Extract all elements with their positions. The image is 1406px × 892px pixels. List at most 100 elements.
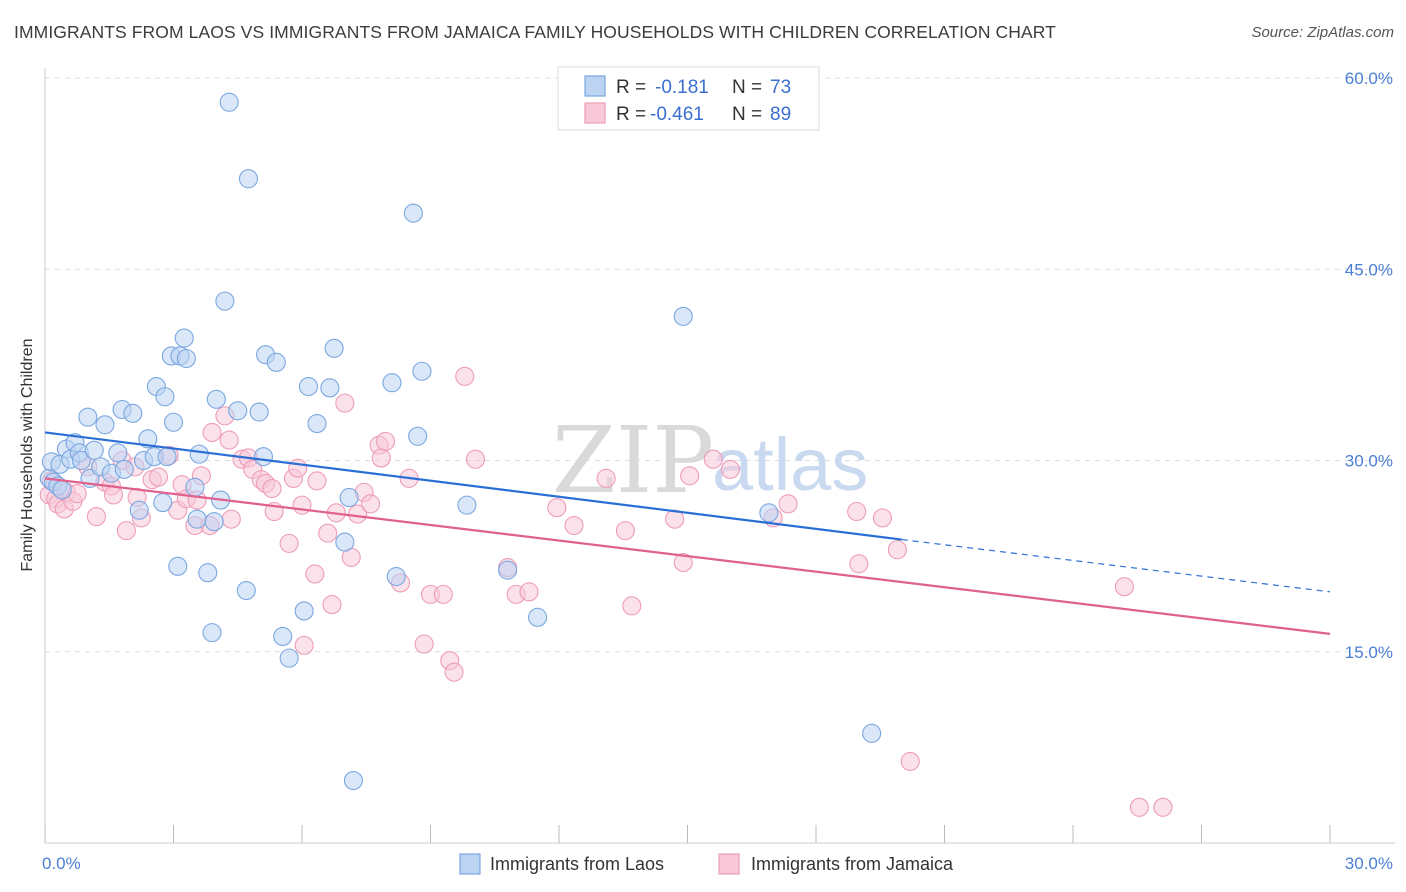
point-laos bbox=[185, 477, 205, 497]
y-tick-label: 30.0% bbox=[1345, 452, 1393, 471]
point-laos bbox=[187, 509, 207, 529]
point-jamaica bbox=[1153, 797, 1173, 817]
bottom-legend-label-laos: Immigrants from Laos bbox=[490, 854, 664, 874]
point-jamaica bbox=[335, 393, 355, 413]
legend-n-value-jamaica: 89 bbox=[770, 104, 791, 125]
point-laos bbox=[168, 556, 188, 576]
legend-n-label-jamaica: N = bbox=[732, 104, 762, 125]
point-laos bbox=[339, 487, 359, 508]
gridlines bbox=[45, 77, 1395, 653]
point-laos bbox=[176, 348, 196, 369]
point-jamaica bbox=[547, 498, 567, 518]
trendline-laos-extension bbox=[901, 538, 1331, 593]
point-laos bbox=[228, 401, 248, 421]
point-laos bbox=[862, 723, 882, 743]
y-tick-label: 45.0% bbox=[1345, 260, 1393, 279]
point-jamaica bbox=[703, 449, 723, 469]
point-laos bbox=[108, 443, 128, 463]
chart-title: IMMIGRANTS FROM LAOS VS IMMIGRANTS FROM … bbox=[14, 22, 1056, 42]
point-laos bbox=[294, 601, 314, 621]
point-laos bbox=[273, 626, 293, 647]
point-laos bbox=[253, 447, 274, 467]
point-jamaica bbox=[414, 634, 434, 654]
point-laos bbox=[759, 503, 779, 523]
x-tick-label: 30.0% bbox=[1345, 854, 1393, 873]
point-laos bbox=[198, 563, 218, 583]
point-laos bbox=[155, 387, 175, 407]
point-jamaica bbox=[622, 596, 642, 616]
point-jamaica bbox=[680, 466, 700, 486]
point-laos bbox=[412, 361, 432, 381]
series-laos-points bbox=[39, 92, 882, 791]
point-laos bbox=[163, 412, 184, 432]
point-laos bbox=[238, 169, 259, 189]
point-jamaica bbox=[596, 468, 616, 488]
point-laos bbox=[52, 480, 72, 500]
point-laos bbox=[95, 415, 115, 435]
point-jamaica bbox=[148, 467, 169, 487]
point-laos bbox=[189, 444, 209, 464]
point-laos bbox=[138, 429, 158, 449]
point-jamaica bbox=[872, 508, 892, 528]
point-jamaica bbox=[778, 494, 798, 514]
point-jamaica bbox=[307, 471, 327, 491]
point-jamaica bbox=[371, 448, 391, 468]
x-tick-label: 0.0% bbox=[42, 854, 81, 873]
point-laos bbox=[382, 373, 402, 393]
point-jamaica bbox=[262, 478, 282, 499]
point-jamaica bbox=[847, 501, 867, 522]
point-jamaica bbox=[221, 509, 241, 529]
point-laos bbox=[202, 623, 222, 643]
point-laos bbox=[298, 376, 318, 397]
point-jamaica bbox=[519, 582, 539, 602]
point-laos bbox=[114, 459, 134, 479]
series-legend: Immigrants from Laos Immigrants from Jam… bbox=[459, 853, 954, 875]
legend-n-label-laos: N = bbox=[732, 77, 762, 98]
point-jamaica bbox=[360, 494, 381, 514]
bottom-legend-swatch-laos bbox=[459, 853, 481, 875]
point-laos bbox=[204, 512, 224, 532]
point-laos bbox=[174, 328, 194, 348]
watermark: ZIP atlas bbox=[552, 407, 868, 514]
point-jamaica bbox=[1114, 577, 1134, 597]
legend-n-value-laos: 73 bbox=[770, 77, 791, 98]
trendline-jamaica bbox=[44, 477, 1331, 635]
legend-swatch-laos bbox=[584, 75, 606, 97]
point-jamaica bbox=[279, 533, 299, 553]
point-jamaica bbox=[202, 422, 222, 443]
point-laos bbox=[343, 770, 363, 791]
point-jamaica bbox=[615, 521, 635, 541]
point-jamaica bbox=[305, 564, 325, 584]
chart-source: Source: ZipAtlas.com bbox=[1251, 24, 1394, 41]
point-laos bbox=[84, 440, 104, 460]
point-laos bbox=[279, 648, 299, 668]
point-laos bbox=[236, 580, 256, 601]
point-jamaica bbox=[455, 366, 475, 386]
point-jamaica bbox=[86, 507, 106, 527]
point-jamaica bbox=[318, 523, 338, 543]
legend-r-label-laos: R = bbox=[616, 77, 646, 98]
point-jamaica bbox=[433, 584, 453, 604]
point-laos bbox=[408, 426, 428, 446]
point-jamaica bbox=[849, 554, 869, 574]
point-jamaica bbox=[288, 458, 308, 478]
point-jamaica bbox=[103, 485, 124, 505]
legend-r-value-laos: -0.181 bbox=[655, 77, 709, 98]
point-laos bbox=[335, 532, 355, 552]
legend-r-label-jamaica: R = bbox=[616, 104, 646, 125]
point-jamaica bbox=[900, 751, 920, 771]
tick-labels: 15.0% 30.0% 45.0% 60.0% 0.0% 30.0% bbox=[42, 69, 1393, 873]
point-laos bbox=[215, 291, 235, 311]
point-jamaica bbox=[887, 540, 907, 560]
point-laos bbox=[129, 500, 149, 520]
point-jamaica bbox=[292, 495, 312, 515]
point-jamaica bbox=[465, 449, 486, 469]
point-laos bbox=[71, 450, 91, 471]
point-laos bbox=[324, 338, 344, 358]
point-jamaica bbox=[1129, 797, 1149, 817]
point-laos bbox=[123, 403, 143, 423]
point-laos bbox=[386, 566, 406, 587]
point-laos bbox=[320, 378, 340, 398]
point-laos bbox=[673, 306, 693, 326]
